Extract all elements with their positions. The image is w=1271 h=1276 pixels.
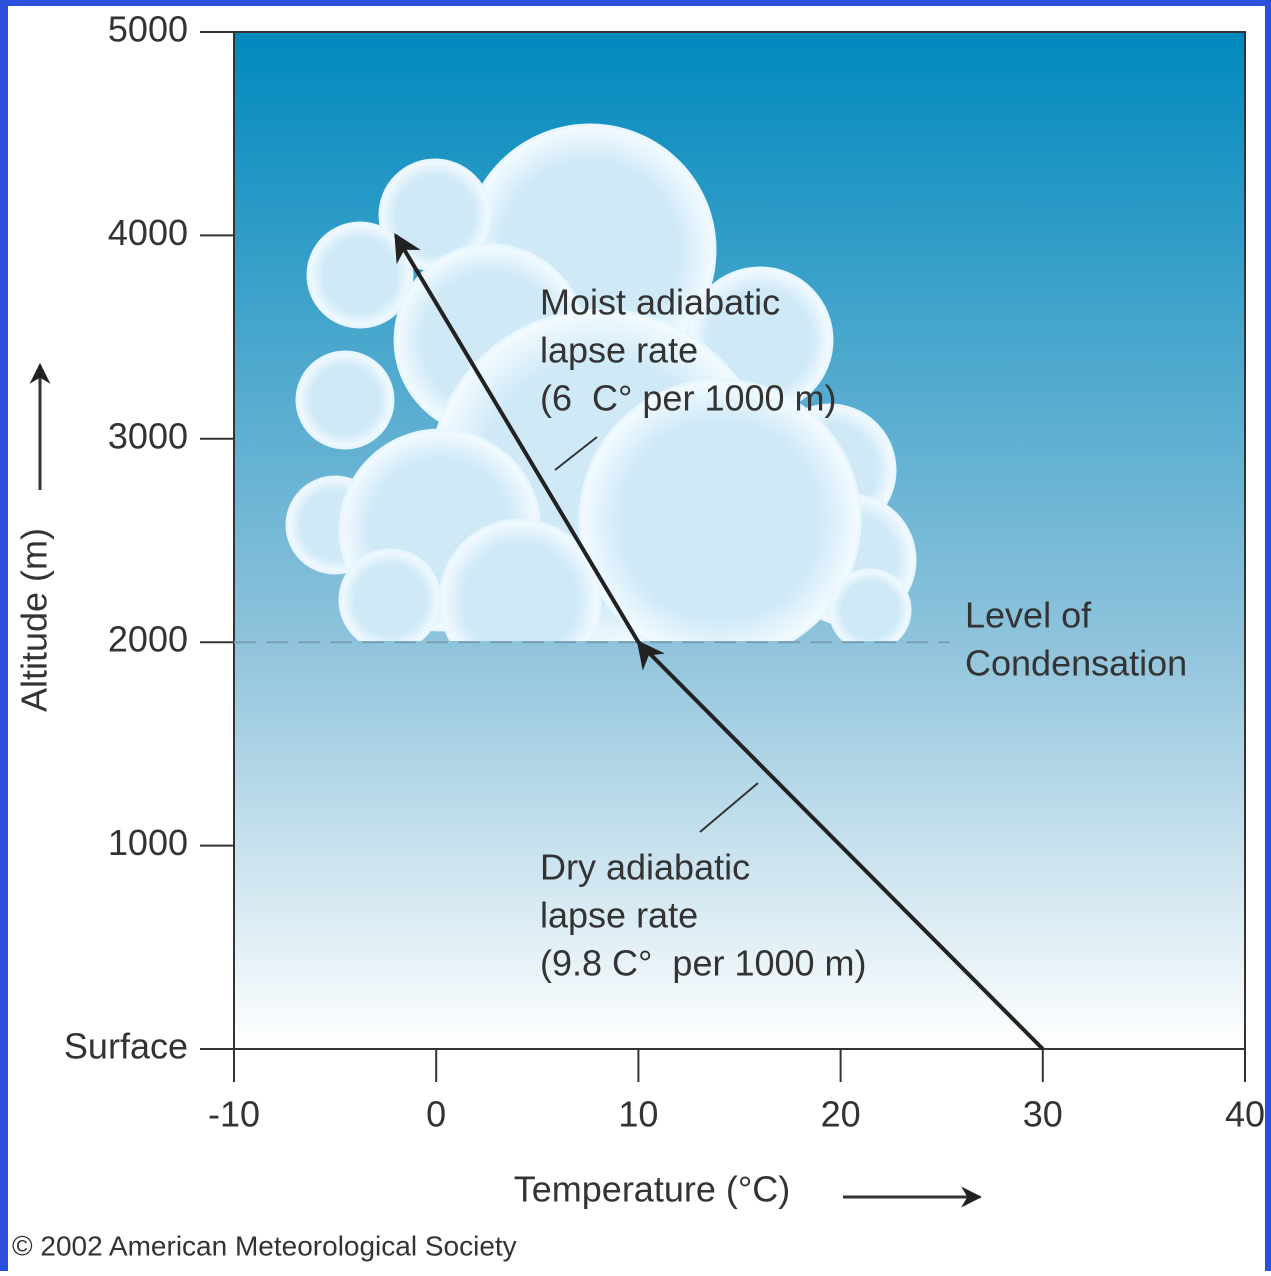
annotation: Moist adiabatic [540, 282, 780, 323]
x-axis-label: Temperature (°C) [514, 1169, 790, 1210]
x-tick-label: 40 [1225, 1094, 1265, 1135]
annotation: lapse rate [540, 895, 698, 936]
leader-line [699, 782, 759, 833]
x-tick-label: 0 [426, 1094, 446, 1135]
annotation: (6 C° per 1000 m) [540, 378, 837, 419]
annotation: (9.8 C° per 1000 m) [540, 943, 867, 984]
y-tick-label: Surface [64, 1026, 188, 1067]
condensation-label: Condensation [965, 643, 1187, 684]
x-tick-label: 30 [1023, 1094, 1063, 1135]
x-tick-label: 10 [618, 1094, 658, 1135]
credit: © 2002 American Meteorological Society [12, 1230, 517, 1261]
condensation-label: Level of [965, 595, 1092, 636]
y-tick-label: 4000 [108, 212, 188, 253]
y-tick-label: 1000 [108, 822, 188, 863]
lapse-line [394, 232, 1045, 1051]
y-tick-label: 2000 [108, 619, 188, 660]
x-tick-label: 20 [821, 1094, 861, 1135]
x-tick-label: -10 [208, 1094, 260, 1135]
annotation: lapse rate [540, 330, 698, 371]
y-tick-label: 3000 [108, 415, 188, 456]
y-tick-label: 5000 [108, 9, 188, 50]
y-axis-label: Altitude (m) [14, 528, 55, 712]
annotation: Dry adiabatic [540, 847, 750, 888]
